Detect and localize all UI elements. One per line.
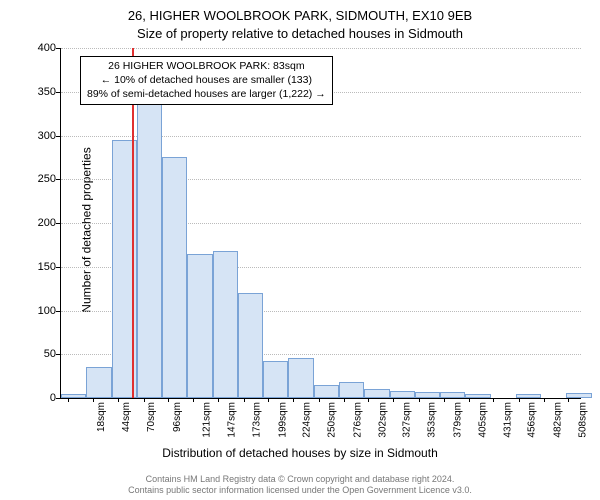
y-tick-mark xyxy=(56,311,60,312)
y-tick-label: 50 xyxy=(16,348,56,360)
x-tick-label: 456sqm xyxy=(527,402,538,438)
histogram-bar xyxy=(187,254,212,398)
annotation-line1: 26 HIGHER WOOLBROOK PARK: 83sqm xyxy=(87,59,326,73)
y-tick-label: 150 xyxy=(16,261,56,273)
y-tick-mark xyxy=(56,136,60,137)
x-tick-mark xyxy=(493,398,494,402)
x-tick-mark xyxy=(519,398,520,402)
grid-line xyxy=(61,48,581,49)
histogram-bar xyxy=(238,293,263,398)
histogram-bar xyxy=(86,367,111,399)
annotation-line2: ← 10% of detached houses are smaller (13… xyxy=(87,73,326,87)
x-tick-label: 44sqm xyxy=(121,402,132,432)
histogram-bar xyxy=(213,251,238,398)
y-tick-mark xyxy=(56,48,60,49)
x-tick-label: 224sqm xyxy=(302,402,313,438)
x-tick-label: 147sqm xyxy=(227,402,238,438)
y-tick-label: 0 xyxy=(16,392,56,404)
footer-text: Contains HM Land Registry data © Crown c… xyxy=(0,474,600,497)
x-tick-mark xyxy=(368,398,369,402)
x-tick-mark xyxy=(144,398,145,402)
x-tick-label: 70sqm xyxy=(146,402,157,432)
annotation-box: 26 HIGHER WOOLBROOK PARK: 83sqm ← 10% of… xyxy=(80,56,333,105)
y-tick-label: 300 xyxy=(16,130,56,142)
x-tick-mark xyxy=(544,398,545,402)
x-tick-mark xyxy=(93,398,94,402)
histogram-bar xyxy=(162,157,187,399)
x-tick-label: 431sqm xyxy=(503,402,514,438)
x-tick-label: 173sqm xyxy=(252,402,263,438)
y-tick-label: 400 xyxy=(16,42,56,54)
x-tick-mark xyxy=(293,398,294,402)
x-tick-mark xyxy=(319,398,320,402)
x-tick-label: 482sqm xyxy=(552,402,563,438)
x-tick-label: 18sqm xyxy=(96,402,107,432)
y-tick-label: 250 xyxy=(16,173,56,185)
x-tick-label: 96sqm xyxy=(172,402,183,432)
x-tick-mark xyxy=(469,398,470,402)
y-tick-mark xyxy=(56,223,60,224)
y-tick-mark xyxy=(56,92,60,93)
x-tick-label: 327sqm xyxy=(402,402,413,438)
x-tick-mark xyxy=(168,398,169,402)
chart-title-line2: Size of property relative to detached ho… xyxy=(0,26,600,41)
x-tick-label: 508sqm xyxy=(578,402,589,438)
x-tick-label: 405sqm xyxy=(478,402,489,438)
histogram-bar xyxy=(339,382,364,398)
x-tick-label: 302sqm xyxy=(377,402,388,438)
x-tick-label: 353sqm xyxy=(427,402,438,438)
x-tick-mark xyxy=(393,398,394,402)
x-tick-mark xyxy=(68,398,69,402)
x-tick-mark xyxy=(444,398,445,402)
x-tick-mark xyxy=(344,398,345,402)
y-tick-label: 100 xyxy=(16,305,56,317)
y-tick-mark xyxy=(56,354,60,355)
annotation-line3: 89% of semi-detached houses are larger (… xyxy=(87,87,326,101)
histogram-bar xyxy=(263,361,288,398)
y-tick-mark xyxy=(56,398,60,399)
histogram-bar xyxy=(390,391,415,398)
x-tick-mark xyxy=(268,398,269,402)
x-tick-mark xyxy=(118,398,119,402)
y-tick-mark xyxy=(56,179,60,180)
histogram-bar xyxy=(288,358,313,398)
x-tick-mark xyxy=(244,398,245,402)
footer-line2: Contains public sector information licen… xyxy=(128,485,472,495)
x-tick-label: 250sqm xyxy=(327,402,338,438)
y-tick-label: 350 xyxy=(16,86,56,98)
x-tick-label: 121sqm xyxy=(201,402,212,438)
x-tick-label: 379sqm xyxy=(452,402,463,438)
y-tick-label: 200 xyxy=(16,217,56,229)
x-tick-label: 199sqm xyxy=(277,402,288,438)
x-tick-mark xyxy=(193,398,194,402)
x-axis-label: Distribution of detached houses by size … xyxy=(0,446,600,460)
histogram-bar xyxy=(566,393,591,398)
chart-title-line1: 26, HIGHER WOOLBROOK PARK, SIDMOUTH, EX1… xyxy=(0,8,600,23)
histogram-bar xyxy=(364,389,389,398)
x-tick-mark xyxy=(419,398,420,402)
footer-line1: Contains HM Land Registry data © Crown c… xyxy=(146,474,455,484)
histogram-bar xyxy=(137,101,162,399)
y-tick-mark xyxy=(56,267,60,268)
x-tick-mark xyxy=(218,398,219,402)
histogram-bar xyxy=(61,394,86,398)
chart-container: 26, HIGHER WOOLBROOK PARK, SIDMOUTH, EX1… xyxy=(0,0,600,500)
x-tick-mark xyxy=(568,398,569,402)
histogram-bar xyxy=(314,385,339,398)
x-tick-label: 276sqm xyxy=(352,402,363,438)
